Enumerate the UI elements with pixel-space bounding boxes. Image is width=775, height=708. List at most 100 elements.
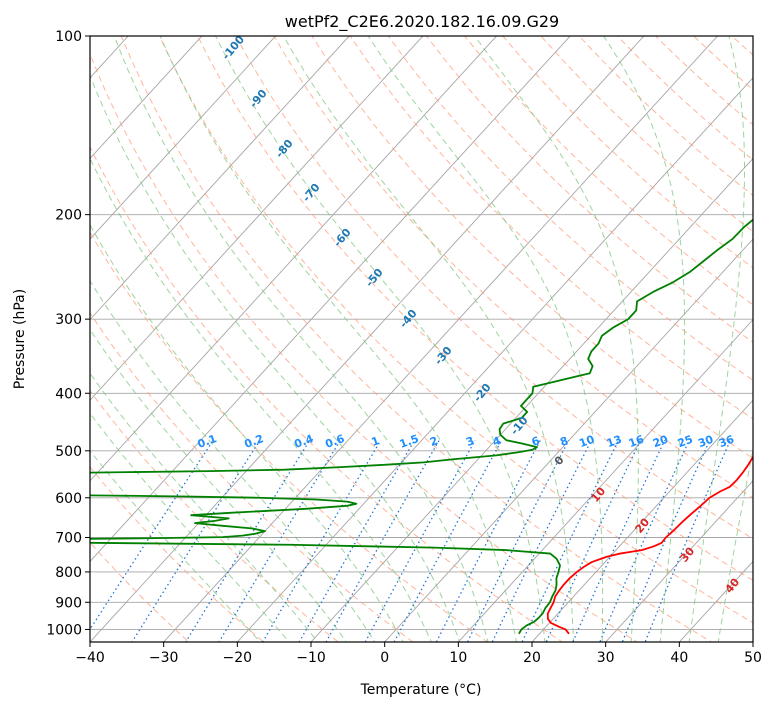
dry-adiabat-line [90,541,190,642]
mixing-ratio-line [218,439,341,642]
moist-adiabat-line [367,36,604,642]
mixing-ratio-label: 13 [605,433,624,450]
y-tick-label: 400 [55,386,82,402]
dry-adiabat-line [426,36,753,343]
mixing-ratio-label: 0.4 [293,432,316,451]
isotherm-line [310,157,753,642]
mixing-ratio-line [491,439,592,642]
moist-adiabat-line [159,36,517,642]
dry-adiabat-line [387,36,753,381]
x-tick-label: −20 [223,650,253,666]
mixing-ratio-line [90,439,214,631]
y-tick-label: 700 [55,531,82,547]
mixing-ratio-line [621,440,711,642]
dry-adiabat-line [158,36,753,624]
plot-background [90,36,753,642]
mixing-ratio-label: 16 [627,433,646,451]
mixing-ratio-line [185,439,311,642]
mixing-ratio-label: 36 [717,433,736,451]
moist-adiabat-line [717,447,753,642]
moist-adiabat-line [688,36,746,642]
dry-adiabat-line [235,36,753,540]
dry-adiabat-line [90,52,638,642]
mixing-ratio-line [393,439,503,642]
mixing-ratio-label: 8 [558,434,570,449]
x-axis-label: Temperature (°C) [360,682,482,698]
plot-frame [89,35,754,643]
y-tick-label: 200 [55,208,82,224]
x-tick-label: 20 [523,650,541,666]
y-tick-label: 300 [55,312,82,328]
isotherm-line [90,36,571,563]
x-tick-label: 10 [449,650,467,666]
chart-title: wetPf2_C2E6.2020.182.16.09.G29 [285,12,559,32]
mixing-ratio-line [466,439,570,642]
isotherm-line [90,36,203,160]
mixing-ratio-label: 10 [577,433,596,451]
dry-adiabat-line [120,36,713,642]
mixing-ratio-label: 30 [696,433,715,451]
mixing-ratio-label: 4 [491,434,503,449]
isotherm-line [90,36,350,321]
moist-adiabat-line [90,74,461,642]
mixing-ratio-line [521,439,620,642]
mixing-ratio-line [435,439,541,642]
y-tick-label: 100 [55,29,82,45]
isotherm-line [384,238,753,642]
moist-adiabat-line [282,36,575,642]
mixing-ratio-label: 0.2 [243,432,266,451]
mixing-ratio-line [572,439,666,642]
mixing-ratio-line [599,439,690,642]
y-tick-label: 1000 [46,622,82,638]
mixing-ratio-line [545,439,642,642]
sounding-lines [90,218,753,635]
dewpoint-profile-line [90,218,753,635]
moist-adiabat-line [90,279,376,642]
isotherm-line [236,77,753,642]
x-tick-label: −10 [296,650,326,666]
mixing-ratio-label: 20 [651,433,670,451]
temperature-profile-line [546,455,753,635]
mixing-ratio-label: 25 [676,433,695,450]
x-tick-label: −30 [149,650,179,666]
mixing-ratio-label: 1 [370,434,382,449]
mixing-ratio-label: 2 [428,434,440,449]
moist-adiabat-line [90,449,261,642]
isotherm-line [90,36,498,482]
moist-adiabat-line [603,36,686,642]
mixing-ratio-label: 0.1 [196,432,219,451]
dry-adiabat-line [349,36,753,420]
y-tick-label: 500 [55,444,82,460]
x-tick-label: −40 [75,650,105,666]
moist-adiabat-line [474,36,639,642]
isotherm-line [531,399,753,642]
dry-adiabat-line [464,36,753,306]
dry-adiabat-line [90,466,265,642]
y-axis-label: Pressure (hPa) [12,289,28,389]
x-tick-label: 0 [380,650,389,666]
mixing-ratio-label: 3 [464,434,476,449]
x-tick-label: 40 [670,650,688,666]
isotherm-line [678,560,753,642]
dry-adiabat-line [90,145,564,642]
mixing-ratio-line [262,439,382,642]
isotherm-line [90,36,277,240]
isotherm-line [163,36,719,642]
y-tick-label: 600 [55,491,82,507]
mixing-ratio-line [364,439,476,642]
axis-ticks: −40 −30 −20 −10 0 10 20 30 40 50 100 200 300 400 500 60… [46,29,762,666]
y-tick-label: 900 [55,595,82,611]
moist-adiabat-line [90,223,404,642]
moist-adiabat-line [90,372,319,642]
dry-adiabat-line [90,231,489,642]
moist-adiabat-line [113,36,489,642]
mixing-ratio-label: 0.6 [323,432,346,451]
isotherm-line [90,36,645,642]
dry-adiabat-line [197,36,753,581]
dry-adiabat-line [90,389,340,642]
moist-adiabat-line [215,36,546,642]
x-tick-label: 50 [744,650,762,666]
isotherm-line [90,36,424,401]
y-tick-label: 800 [55,565,82,581]
